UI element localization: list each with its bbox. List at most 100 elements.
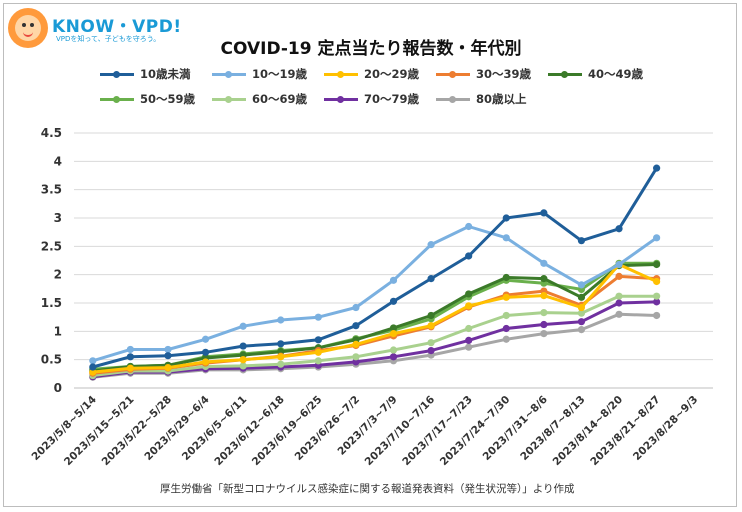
y-tick-label: 4 <box>54 154 62 168</box>
data-point <box>502 311 510 320</box>
legend-entry: 10～19歳 <box>212 66 307 82</box>
y-tick-label: 0.5 <box>41 353 62 367</box>
series-line-1 <box>92 167 658 369</box>
legend-label: 10歳未満 <box>140 67 191 81</box>
chart-frame <box>3 3 737 507</box>
chart-title: COVID-19 定点当たり報告数・年代別 <box>220 39 522 59</box>
y-tick-label: 0 <box>54 381 62 395</box>
data-point <box>502 234 510 242</box>
x-tick-label: 2023/5/15~5/21 <box>62 394 137 469</box>
data-point <box>201 358 210 366</box>
data-point <box>540 209 548 217</box>
data-point <box>389 353 398 361</box>
x-tick-label: 2023/6/5~6/11 <box>180 394 249 463</box>
data-point <box>352 353 360 361</box>
data-point <box>577 281 586 289</box>
legend-entry: 40～49歳 <box>548 66 643 82</box>
legend-label: 70～79歳 <box>364 92 420 106</box>
data-point <box>502 324 510 333</box>
legend-swatch <box>436 95 470 103</box>
data-point <box>277 360 285 368</box>
data-point <box>201 335 210 343</box>
knowvpd-logo: KNOW・VPD! VPDを知って、子どもを守ろう。 <box>8 8 181 54</box>
data-point <box>465 290 473 298</box>
source-note: 厚生労働省「新型コロナウイルス感染症に関する報道発表資料（発生状況等）」より作成 <box>160 483 575 495</box>
x-tick-label: 2023/5/8~5/14 <box>30 394 99 463</box>
legend-swatch <box>100 70 134 78</box>
data-point <box>277 353 285 361</box>
data-point <box>314 348 322 356</box>
data-point <box>314 357 322 365</box>
logo-mascot-icon <box>8 8 48 48</box>
data-point <box>352 303 360 312</box>
y-tick-label: 1.5 <box>41 296 62 310</box>
data-point <box>427 339 435 347</box>
logo-text: KNOW・VPD! <box>52 17 182 37</box>
data-point <box>465 336 473 344</box>
data-point <box>577 293 586 301</box>
data-point <box>615 225 623 233</box>
data-point <box>427 322 435 330</box>
legend-label: 60～69歳 <box>252 92 308 106</box>
data-point <box>577 318 586 326</box>
data-point <box>653 260 661 269</box>
data-point <box>389 346 398 354</box>
data-point <box>615 292 623 300</box>
legend-swatch <box>324 95 358 103</box>
data-point <box>164 345 172 354</box>
data-point <box>389 330 398 338</box>
data-point <box>89 368 97 376</box>
data-point <box>653 164 661 172</box>
legend-entry: 20～29歳 <box>324 66 419 82</box>
legend-entry: 80歳以上 <box>436 91 527 107</box>
data-point <box>502 293 510 301</box>
data-point <box>540 320 548 329</box>
data-point <box>653 277 661 286</box>
legend-swatch <box>212 70 246 78</box>
legend-label: 40～49歳 <box>588 67 644 81</box>
data-point <box>89 357 97 365</box>
data-point <box>201 348 210 356</box>
data-point <box>465 324 473 333</box>
legend-swatch <box>548 70 582 78</box>
data-point <box>540 309 548 317</box>
x-tick-label: 2023/8/21~8/27 <box>588 394 663 469</box>
data-point <box>615 260 623 269</box>
x-tick-label: 2023/6/19~6/25 <box>250 394 325 469</box>
data-point <box>465 252 473 260</box>
legend-swatch <box>100 95 134 103</box>
data-point <box>277 340 285 348</box>
data-point <box>615 272 623 280</box>
series-line-8 <box>92 300 657 379</box>
x-tick-label: 2023/8/7~8/13 <box>518 394 587 463</box>
data-point <box>352 340 360 348</box>
y-tick-label: 4.5 <box>41 126 62 140</box>
y-tick-label: 2 <box>54 268 62 282</box>
data-point <box>577 237 586 245</box>
x-tick-label: 2023/7/10~7/16 <box>363 394 438 469</box>
data-point <box>540 330 548 338</box>
data-point <box>389 297 398 305</box>
data-point <box>502 214 510 222</box>
x-tick-label: 2023/5/22~5/28 <box>100 394 175 469</box>
data-point <box>164 352 172 360</box>
legend-label: 20～29歳 <box>364 67 420 81</box>
x-tick-label: 2023/7/24~7/30 <box>438 394 513 469</box>
y-tick-label: 3 <box>54 211 62 225</box>
x-tick-label: 2023/7/17~7/23 <box>400 394 475 469</box>
x-tick-label: 2023/7/31~8/6 <box>481 394 550 463</box>
legend-label: 10～19歳 <box>252 67 308 81</box>
data-point <box>389 324 398 332</box>
data-point <box>502 273 510 282</box>
data-point <box>540 259 548 267</box>
y-tick-label: 2.5 <box>41 239 62 253</box>
data-point <box>427 275 435 283</box>
data-point <box>277 316 285 324</box>
data-point <box>314 313 322 321</box>
data-point <box>427 241 435 249</box>
legend-swatch <box>324 70 358 78</box>
x-tick-label: 2023/5/29~6/4 <box>142 394 211 463</box>
data-point <box>577 303 586 312</box>
data-point <box>126 364 134 372</box>
